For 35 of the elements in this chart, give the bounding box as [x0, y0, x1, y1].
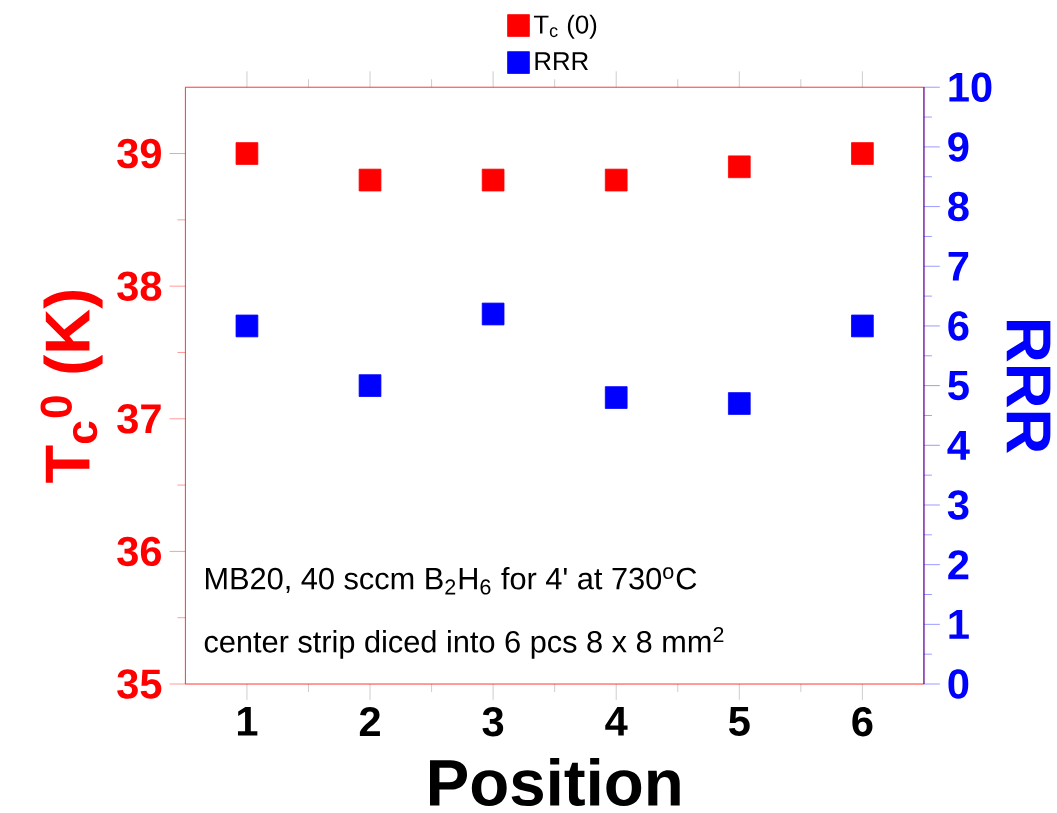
x-tick-label: 3 — [482, 707, 504, 737]
point — [851, 314, 874, 338]
x-tick-label: 2 — [359, 707, 380, 737]
y-tick-label: 37 — [117, 404, 161, 434]
y2-tick-label: 0 — [948, 669, 969, 699]
y-tick-label: 39 — [117, 138, 161, 169]
annotation: center strip diced into 6 pcs 8 x 8 mm$^{2}$ — [204, 627, 724, 659]
legend-label: T$_{c}$ (0) — [533, 14, 597, 39]
y2-tick-label: 7 — [948, 252, 969, 281]
legend-label: RRR — [535, 52, 588, 71]
point — [358, 374, 382, 398]
y2-tick-label: 10 — [949, 72, 992, 103]
point — [728, 392, 751, 416]
y2-tick-label: 8 — [948, 192, 969, 222]
y-tick-label: 36 — [117, 536, 161, 567]
point — [604, 386, 628, 410]
point — [235, 314, 259, 338]
y-tick-label: 38 — [117, 271, 162, 302]
y2-tick-label: 5 — [948, 371, 969, 401]
annotation: MB20, 40 sccm B$_{2}$H$_{6}$ for 4' at 730$^{o}$C — [205, 567, 697, 595]
x-axis-title: Position — [430, 758, 680, 807]
y2-axis-title: RRR — [1006, 321, 1051, 454]
x-tick-label: 1 — [237, 707, 258, 736]
y-axis-title: T$_{c}$$^{0}$ (K) — [40, 291, 103, 484]
x-tick-label: 6 — [852, 707, 873, 737]
x-tick-label: 5 — [729, 707, 750, 737]
y2-tick-label: 9 — [948, 132, 969, 162]
y2-tick-label: 1 — [949, 610, 969, 639]
y2-tick-label: 4 — [947, 431, 970, 460]
y2-tick-label: 3 — [947, 490, 969, 520]
y-tick-label: 35 — [117, 669, 162, 699]
x-tick-label: 4 — [605, 707, 628, 736]
y2-tick-label: 6 — [948, 311, 969, 341]
point — [481, 302, 505, 326]
y2-tick-label: 2 — [948, 550, 969, 580]
